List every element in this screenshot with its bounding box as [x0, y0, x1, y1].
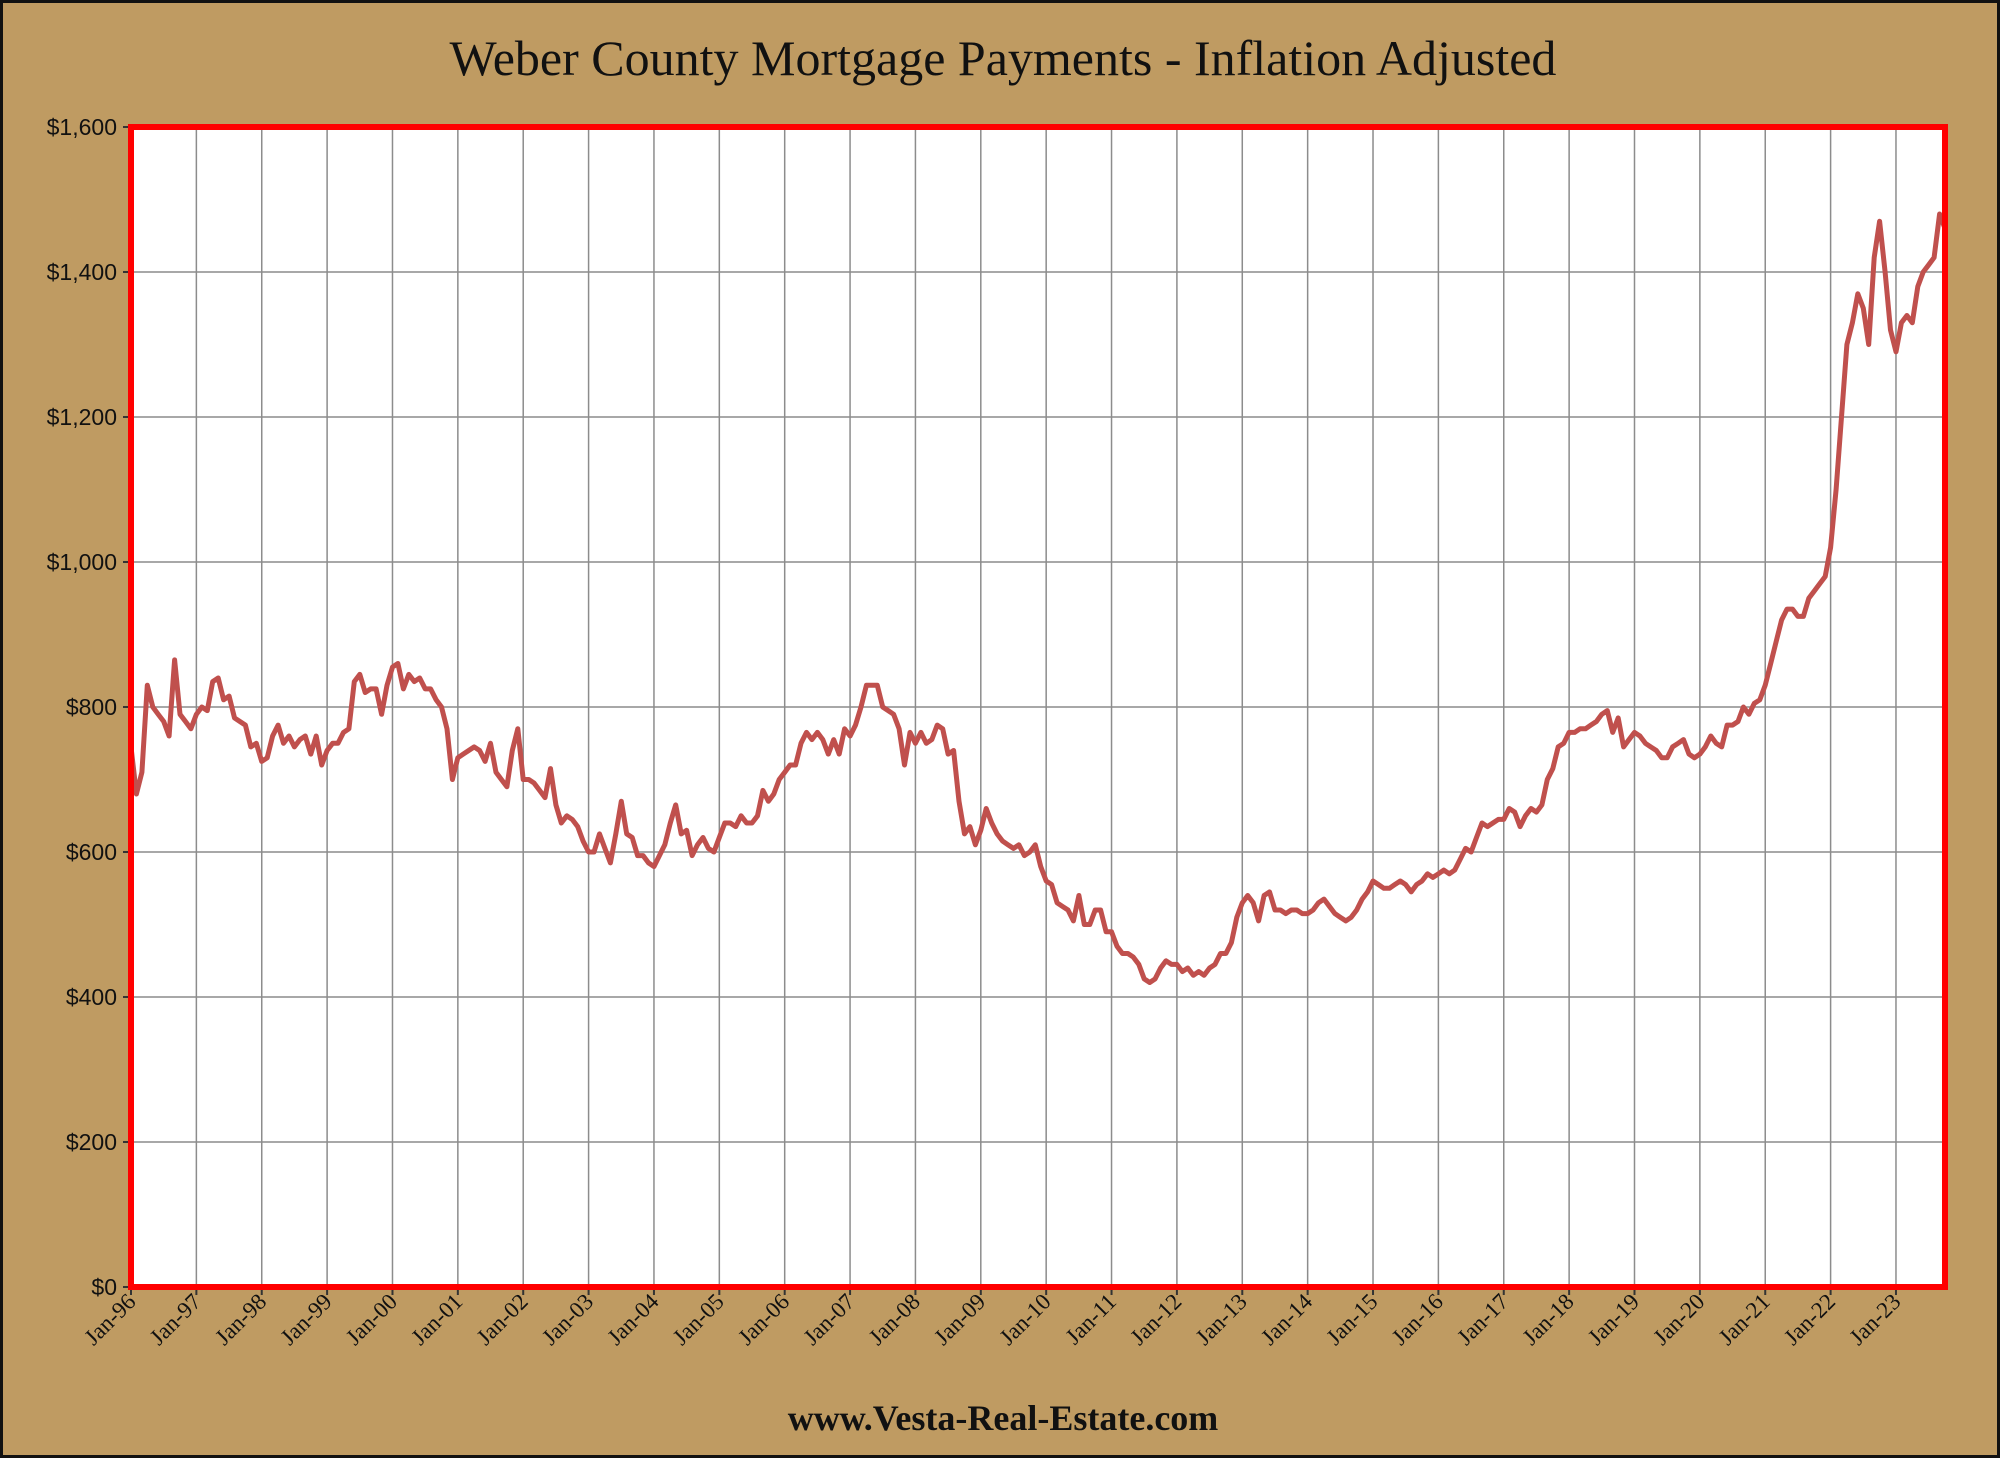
x-tick-label: Jan-13	[1191, 1289, 1252, 1350]
x-tick-label: Jan-02	[472, 1289, 533, 1350]
x-tick-label: Jan-01	[406, 1289, 467, 1350]
x-tick-label: Jan-00	[341, 1289, 402, 1350]
x-tick-label: Jan-18	[1518, 1289, 1579, 1350]
x-tick-label: Jan-14	[1256, 1289, 1317, 1350]
x-tick-label: Jan-19	[1583, 1289, 1644, 1350]
series-line	[128, 211, 1948, 985]
x-tick-label: Jan-99	[276, 1289, 337, 1350]
x-tick-label: Jan-98	[210, 1289, 271, 1350]
x-tick-label: Jan-23	[1844, 1289, 1905, 1350]
x-tick-label: Jan-21	[1714, 1289, 1775, 1350]
y-axis: $0 $200 $400 $600 $800 $1,000 $1,200 $1,400 $1,6…	[47, 114, 131, 1300]
y-tick-label: $400	[66, 984, 117, 1010]
x-tick-label: Jan-05	[668, 1289, 729, 1350]
y-tick-label: $1,600	[47, 114, 117, 140]
x-tick-label: Jan-09	[929, 1289, 990, 1350]
x-tick-label: Jan-10	[995, 1289, 1056, 1350]
grid-lines	[130, 126, 1945, 1288]
y-tick-label: $1,200	[47, 404, 117, 430]
y-tick-label: $800	[66, 694, 117, 720]
y-tick-label: $200	[66, 1129, 117, 1155]
y-tick-label: $600	[66, 839, 117, 865]
x-tick-label: Jan-20	[1648, 1289, 1709, 1350]
chart-title: Weber County Mortgage Payments - Inflati…	[449, 30, 1557, 86]
x-tick-label: Jan-22	[1779, 1289, 1840, 1350]
plot-border	[128, 124, 1948, 1290]
x-tick-label: Jan-11	[1061, 1289, 1121, 1349]
footer-url: www.Vesta-Real-Estate.com	[787, 1398, 1219, 1438]
y-tick-label: $1,400	[47, 259, 117, 285]
x-tick-label: Jan-06	[733, 1289, 794, 1350]
x-tick-label: Jan-15	[1322, 1289, 1383, 1350]
x-tick-label: Jan-08	[864, 1289, 925, 1350]
x-tick-label: Jan-04	[602, 1289, 663, 1350]
x-tick-label: Jan-03	[537, 1289, 598, 1350]
x-axis: Jan-96 Jan-97 Jan-98 Jan-99 Jan-00 Jan-01 Jan-…	[79, 1287, 1906, 1350]
line-chart: $0 $200 $400 $600 $800 $1,000 $1,200 $1,400 $1,6…	[47, 114, 1948, 1350]
y-tick-label: $0	[91, 1274, 117, 1300]
x-tick-label: Jan-12	[1125, 1289, 1186, 1350]
x-tick-label: Jan-16	[1387, 1289, 1448, 1350]
x-tick-label: Jan-97	[145, 1289, 206, 1350]
x-tick-label: Jan-17	[1452, 1289, 1513, 1350]
y-tick-label: $1,000	[47, 549, 117, 575]
x-tick-label: Jan-07	[799, 1289, 860, 1350]
